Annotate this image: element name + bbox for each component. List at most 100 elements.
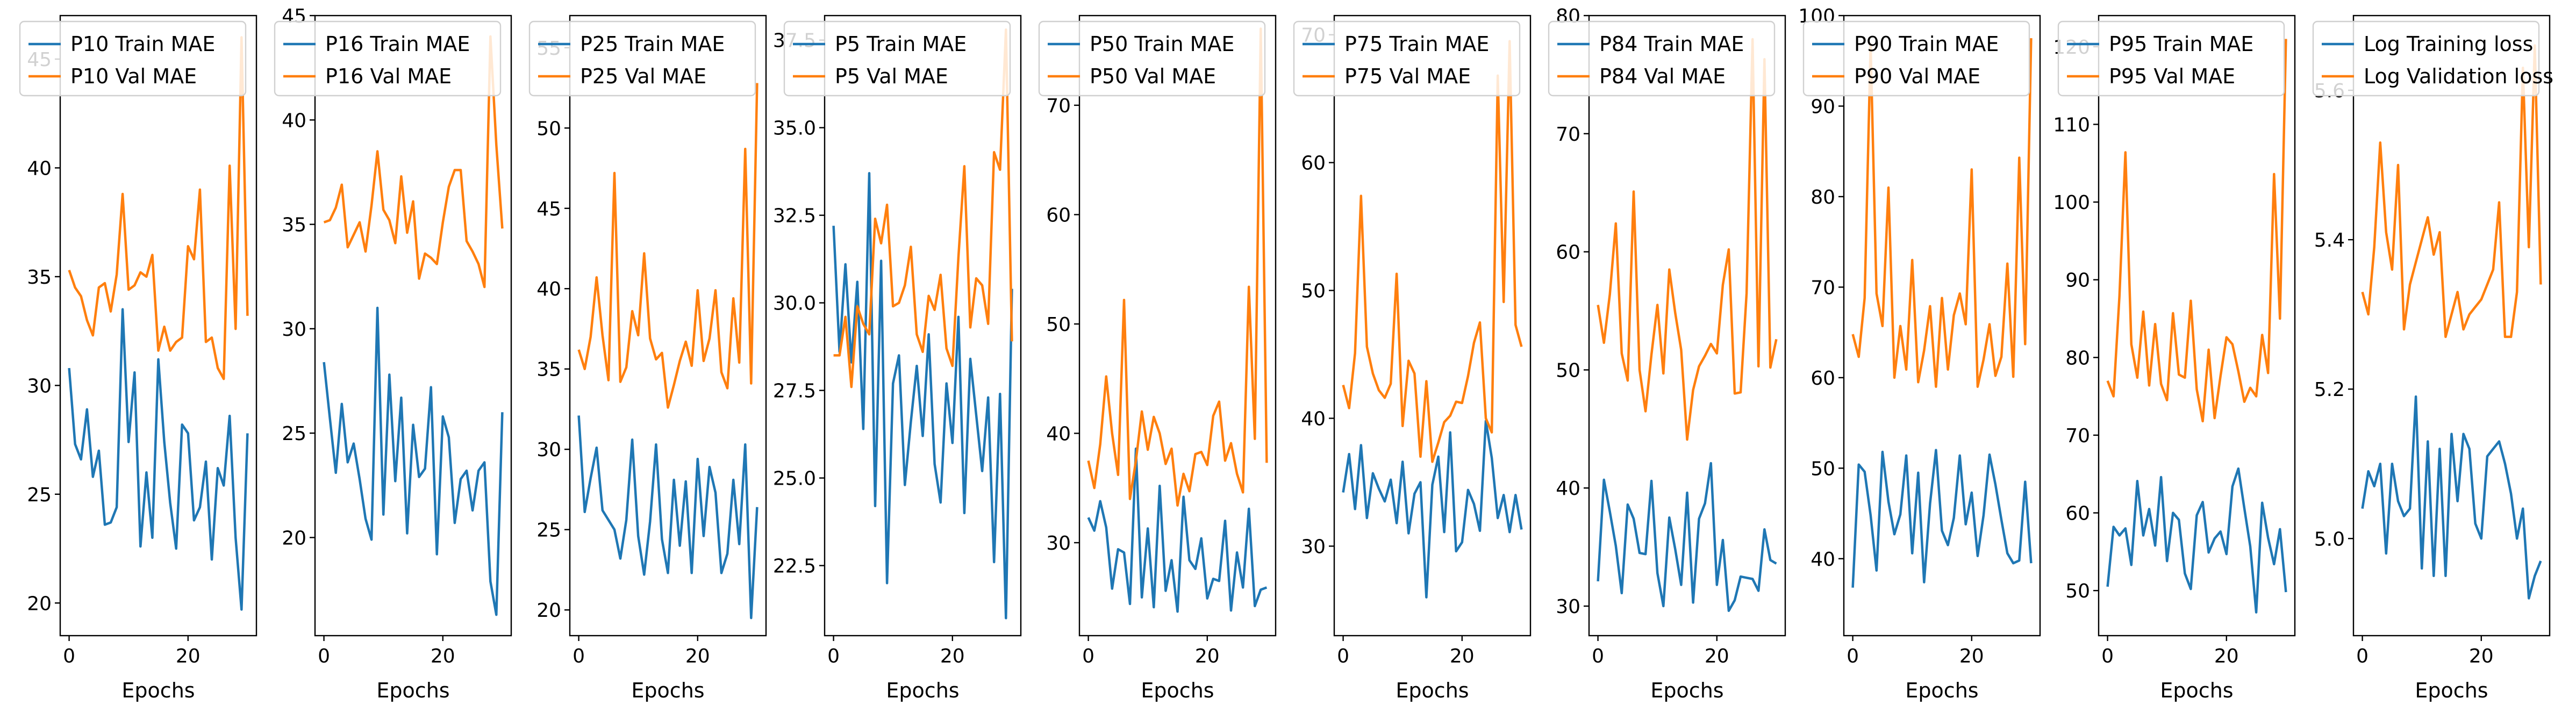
y-tick-label: 80 (2065, 347, 2090, 369)
y-tick-label: 30 (1301, 536, 1326, 558)
subplot-10: 5.05.25.45.6020EpochsLog Training lossLo… (2312, 15, 2553, 702)
x-axis-label: Epochs (2415, 679, 2488, 702)
val-series-line (2106, 39, 2287, 423)
x-axis-label: Epochs (1650, 679, 1723, 702)
legend: Log Training loss Log Validation loss (2312, 20, 2553, 97)
val-series-line (833, 28, 1013, 388)
val-series-line (1597, 38, 1778, 441)
x-tick-label: 0 (1592, 645, 1604, 667)
legend-entry: P25 Val MAE (580, 64, 706, 88)
legend-box (2312, 20, 2540, 97)
x-axis-label: Epochs (1396, 679, 1469, 702)
train-series-line (1342, 420, 1523, 599)
axes-frame (59, 15, 257, 637)
x-tick-label: 0 (2356, 645, 2369, 667)
y-tick-label: 110 (2053, 114, 2090, 136)
legend: P75 Train MAE P75 Val MAE (1293, 20, 1521, 97)
legend-entry: P95 Train MAE (2109, 32, 2253, 56)
y-tick-label: 70 (2065, 425, 2090, 447)
axes-frame (2352, 15, 2551, 637)
series-group (1342, 40, 1523, 599)
legend-entry: P95 Val MAE (2109, 64, 2235, 88)
series-group (2361, 44, 2542, 600)
legend-entry: P90 Train MAE (1854, 32, 1999, 56)
y-tick-label: 70 (1046, 95, 1071, 117)
x-axis-label: Epochs (121, 679, 195, 702)
legend: P16 Train MAE P16 Val MAE (274, 20, 502, 97)
x-axis-label: Epochs (631, 679, 704, 702)
legend-entry: P50 Val MAE (1090, 64, 1216, 88)
x-tick-label: 20 (940, 645, 965, 667)
legend-entry: P75 Train MAE (1344, 32, 1489, 56)
y-tick-label: 27.5 (773, 380, 816, 402)
legend-entry: P16 Val MAE (325, 64, 452, 88)
series-group (68, 36, 249, 611)
val-series-line (1851, 38, 2033, 388)
x-tick-label: 0 (2101, 645, 2114, 667)
y-tick-label: 60 (1301, 153, 1326, 175)
x-tick-label: 20 (176, 645, 201, 667)
series-group (1851, 38, 2033, 588)
axes-frame (314, 15, 512, 637)
axes-frame (1333, 15, 1532, 637)
y-tick-label: 50 (1811, 458, 1835, 480)
y-tick-label: 50 (1046, 314, 1071, 336)
y-tick-label: 40 (282, 110, 306, 132)
train-series-line (577, 415, 759, 620)
subplot-3: 2025303540455055020EpochsP25 Train MAEP2… (528, 15, 767, 702)
y-tick-label: 50 (1301, 280, 1326, 303)
y-tick-label: 30 (27, 375, 52, 397)
legend-box (19, 20, 247, 97)
legend-entry: Log Training loss (2364, 32, 2533, 56)
y-tick-label: 35 (536, 359, 561, 381)
val-series-line (68, 36, 249, 380)
legend: P5 Train MAE P5 Val MAE (783, 20, 1011, 97)
legend-entry: P84 Val MAE (1599, 64, 1726, 88)
y-tick-label: 60 (1556, 242, 1580, 264)
y-tick-label: 5.0 (2314, 528, 2345, 550)
axes-frame (1588, 15, 1786, 637)
y-tick-label: 35 (27, 267, 52, 289)
legend-box (1038, 20, 1266, 97)
x-tick-label: 0 (1847, 645, 1859, 667)
y-tick-label: 25 (282, 423, 306, 445)
y-tick-label: 30 (282, 319, 306, 341)
series-group (1087, 27, 1268, 613)
axes-frame (824, 15, 1022, 637)
y-tick-label: 40 (536, 278, 561, 300)
train-series-line (1851, 449, 2033, 588)
x-tick-label: 20 (1959, 645, 1984, 667)
y-tick-label: 60 (2065, 503, 2090, 525)
legend: P84 Train MAE P84 Val MAE (1548, 20, 1776, 97)
legend-entry: P75 Val MAE (1344, 64, 1471, 88)
val-series-line (1087, 27, 1268, 507)
x-tick-label: 0 (1337, 645, 1349, 667)
legend-entry: Log Validation loss (2364, 64, 2553, 88)
val-series-line (1342, 40, 1523, 463)
train-series-line (2106, 467, 2287, 614)
x-tick-label: 20 (1450, 645, 1475, 667)
x-axis-label: Epochs (1905, 679, 1978, 702)
train-series-line (1597, 462, 1777, 613)
y-tick-label: 70 (1556, 124, 1580, 146)
y-tick-label: 90 (2065, 270, 2090, 292)
series-group (323, 35, 504, 616)
y-tick-label: 25.0 (773, 468, 816, 490)
axes-frame (1078, 15, 1277, 637)
y-tick-label: 45 (536, 198, 561, 220)
legend-box (528, 20, 756, 97)
train-series-line (68, 308, 249, 611)
legend: P90 Train MAE P90 Val MAE (1802, 20, 2030, 97)
x-axis-label: Epochs (2160, 679, 2233, 702)
y-tick-label: 25 (536, 520, 561, 542)
val-series-line (577, 83, 759, 409)
legend: P95 Train MAE P95 Val MAE (2057, 20, 2285, 97)
y-tick-label: 30.0 (773, 293, 816, 315)
legend-entry: P25 Train MAE (580, 32, 725, 56)
val-series-line (2361, 44, 2542, 339)
legend-box (1293, 20, 1521, 97)
x-tick-label: 20 (431, 645, 455, 667)
